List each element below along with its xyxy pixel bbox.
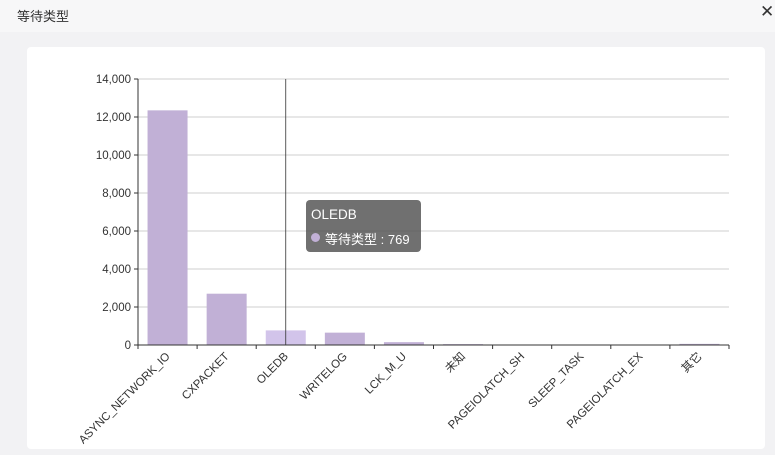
tooltip-series-name: 等待类型 — [325, 232, 378, 247]
chart-bars — [147, 110, 720, 345]
y-tick-label: 2,000 — [102, 302, 131, 314]
x-tick-label: WRITELOG — [298, 351, 350, 403]
y-tick-label: 4,000 — [102, 264, 131, 276]
x-tick-label: 其它 — [678, 349, 704, 375]
y-tick-label: 8,000 — [102, 188, 131, 200]
tooltip-category: OLEDB — [311, 207, 357, 222]
x-tick-label: LCK_M_U — [363, 351, 409, 397]
bar[interactable] — [679, 343, 720, 345]
y-tick-label: 10,000 — [96, 150, 131, 162]
x-tick-label: SLEEP_TASK — [527, 350, 587, 410]
bar[interactable] — [206, 293, 247, 345]
dialog-titlebar: 等待类型 ✕ — [0, 0, 775, 32]
dialog-title: 等待类型 — [17, 9, 70, 24]
chart-tooltip: OLEDB 等待类型 : 769 — [306, 200, 421, 252]
y-tick-label: 6,000 — [102, 226, 131, 238]
x-axis-ticks: ASYNC_NETWORK_IO CXPACKET OLEDB WRITELOG LCK… — [77, 345, 730, 447]
tooltip-value: 769 — [387, 232, 410, 247]
x-tick-label: OLEDB — [255, 350, 291, 386]
y-tick-label: 14,000 — [96, 74, 131, 86]
tooltip-separator: : — [377, 232, 388, 247]
bar[interactable] — [324, 332, 365, 345]
x-tick-label: CXPACKET — [180, 351, 232, 403]
close-icon[interactable]: ✕ — [760, 2, 775, 21]
tooltip-line: 等待类型 : 769 — [325, 229, 410, 248]
y-axis-ticks: 0 2,000 4,000 6,000 8,000 10,000 12,000 14,000 — [96, 74, 138, 352]
x-tick-label: 未知 — [442, 349, 468, 375]
y-tick-label: 12,000 — [96, 112, 131, 124]
tooltip-series-marker — [311, 233, 320, 242]
x-tick-label: ASYNC_NETWORK_IO — [77, 351, 173, 447]
bar[interactable] — [147, 110, 188, 345]
bar[interactable] — [383, 342, 424, 345]
y-tick-label: 0 — [125, 340, 131, 352]
